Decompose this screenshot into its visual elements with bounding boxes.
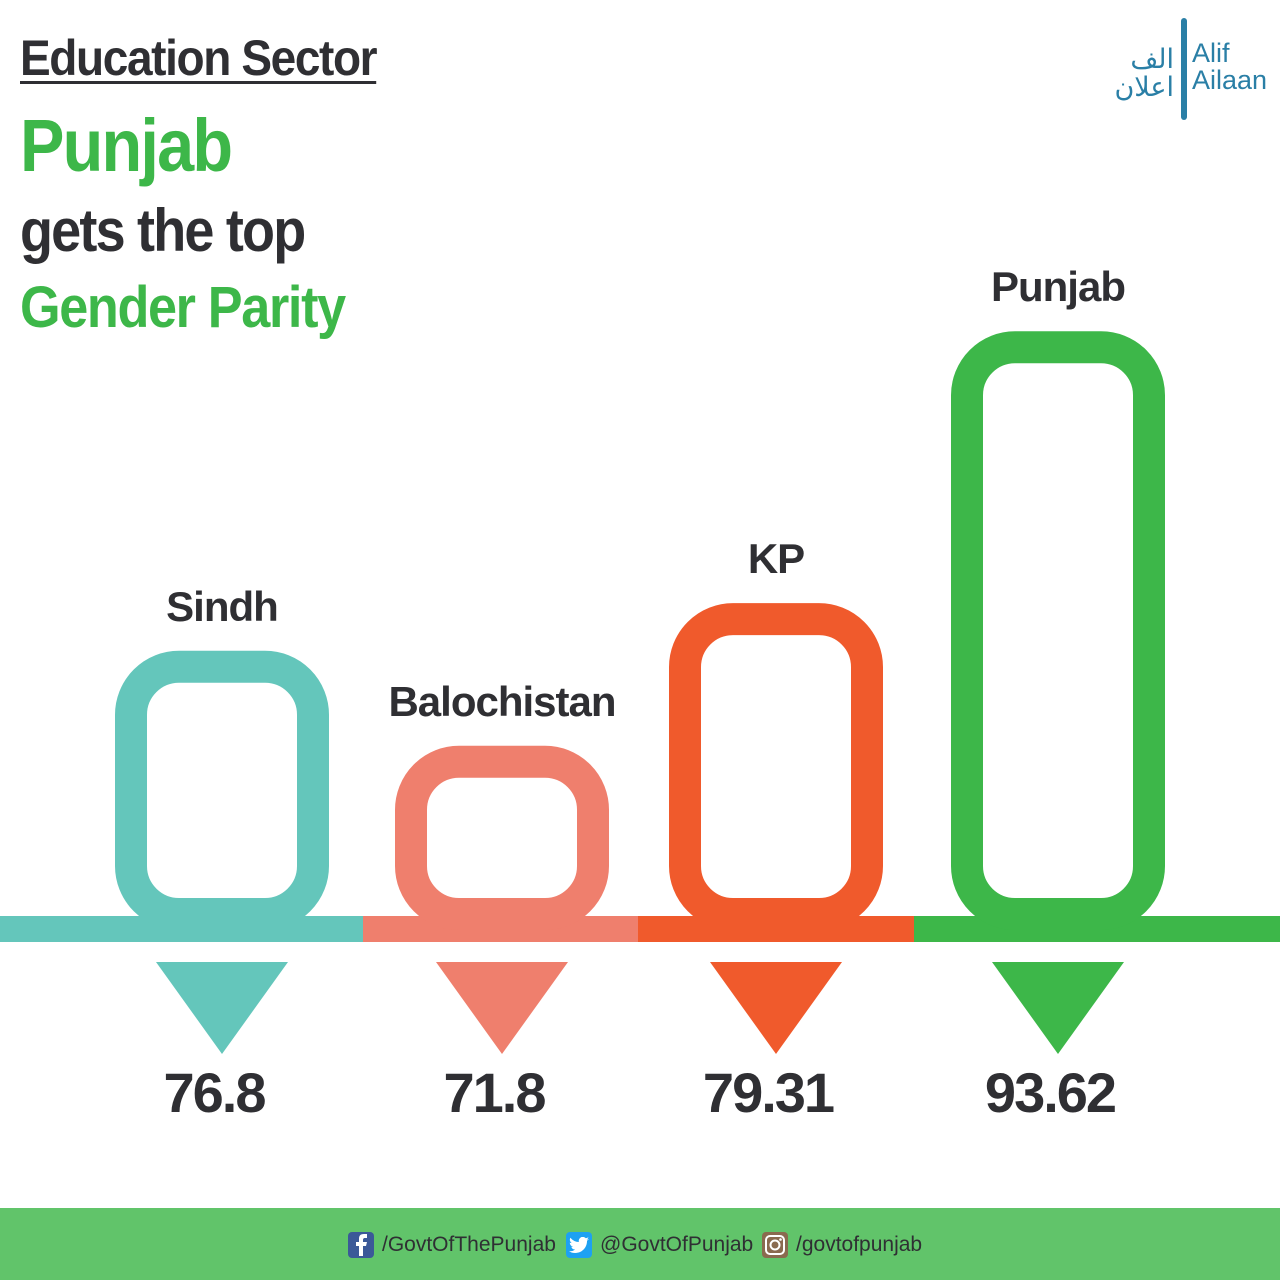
category-label-balochistan: Balochistan	[388, 678, 615, 725]
facebook-handle: /GovtOfThePunjab	[382, 1233, 556, 1256]
category-label-kp: KP	[748, 535, 804, 582]
alif-ailaan-logo: الف اعلان Alif Ailaan	[1088, 16, 1272, 122]
footer-bar	[0, 1208, 1280, 1280]
value-label-punjab: 93.62	[985, 1061, 1115, 1124]
twitter-handle: @GovtOfPunjab	[600, 1233, 754, 1256]
pointer-punjab	[992, 962, 1124, 1054]
pointer-balochistan	[436, 962, 568, 1054]
facebook-link[interactable]: /GovtOfThePunjab	[348, 1230, 556, 1260]
facebook-icon	[348, 1232, 374, 1258]
twitter-icon	[566, 1232, 592, 1258]
headline-gets-top: gets the top	[20, 197, 306, 264]
value-label-balochistan: 71.8	[444, 1061, 546, 1124]
instagram-handle: /govtofpunjab	[796, 1233, 923, 1256]
value-label-sindh: 76.8	[164, 1061, 266, 1124]
twitter-link[interactable]: @GovtOfPunjab	[566, 1230, 753, 1260]
kicker-title: Education Sector	[20, 30, 378, 86]
value-label-kp: 79.31	[703, 1061, 834, 1124]
bar-sindh	[115, 650, 329, 930]
logo-en-line2: Ailaan	[1192, 65, 1268, 95]
instagram-link[interactable]: /govtofpunjab	[762, 1230, 922, 1260]
pointer-kp	[710, 962, 842, 1054]
gender-parity-chart: Sindh 76.8 Balochistan 71.8 KP 79.31 Punjab 93.…	[0, 263, 1280, 1124]
headline-punjab: Punjab	[20, 104, 233, 187]
bar-balochistan	[395, 745, 609, 930]
pointer-sindh	[156, 962, 288, 1054]
category-label-punjab: Punjab	[991, 263, 1125, 310]
category-label-sindh: Sindh	[166, 583, 278, 630]
logo-urdu-line1: الف	[1130, 44, 1174, 75]
header: Education Sector	[20, 28, 407, 88]
bar-kp	[669, 603, 883, 930]
logo-urdu-line2: اعلان	[1114, 72, 1174, 103]
logo-en-line1: Alif	[1192, 38, 1230, 68]
logo-english-text: Alif Ailaan	[1192, 40, 1267, 94]
bar-punjab	[951, 331, 1165, 931]
logo-divider	[1181, 18, 1187, 120]
logo-urdu-text: الف اعلان	[1092, 46, 1174, 102]
headline-gender-parity: Gender Parity	[20, 275, 346, 340]
instagram-icon	[762, 1232, 788, 1258]
